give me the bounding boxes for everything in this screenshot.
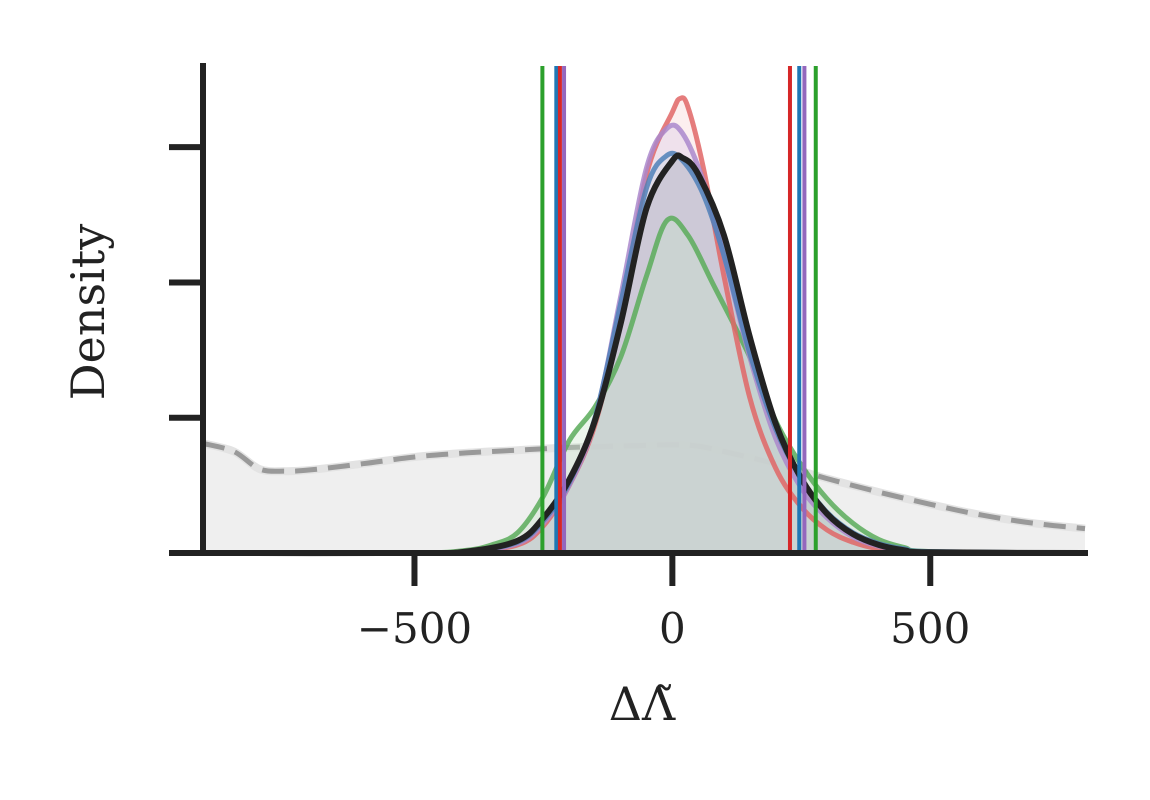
x-tick-label: −500 — [357, 604, 472, 653]
posterior-curve-0 — [202, 152, 1086, 557]
y-axis-label: Density — [61, 224, 115, 401]
plot-area — [201, 95, 1086, 557]
posterior-fill-4 — [203, 218, 1085, 554]
credible-interval-lines — [540, 66, 818, 553]
posterior-fill-3 — [203, 153, 1085, 554]
posterior-fill-1 — [203, 97, 1085, 554]
y-ticks — [169, 144, 203, 421]
x-tick-label: 0 — [659, 604, 686, 653]
x-axis-label: ΔΛ̃ — [609, 677, 676, 731]
posterior-fill-0 — [203, 155, 1085, 554]
x-ticks: −500 0 500 — [357, 553, 970, 653]
prior-curve — [202, 440, 1086, 532]
posterior-fill-2 — [203, 125, 1085, 554]
x-tick-label: 500 — [890, 604, 970, 653]
axes: −500 0 500 — [169, 63, 1088, 653]
